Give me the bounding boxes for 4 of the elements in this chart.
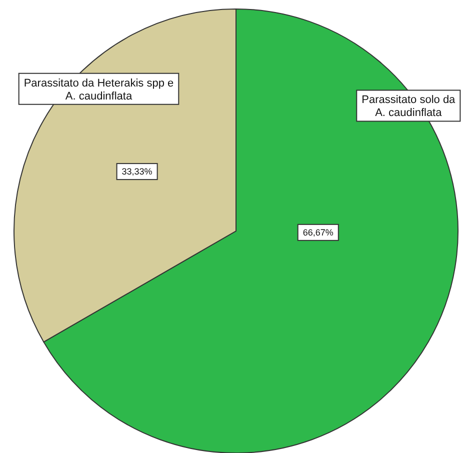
slice-label: Parassitato solo da A. caudinflata <box>362 94 456 120</box>
slice-label: Parassitato da Heterakis spp e A. caudinflata <box>24 77 174 102</box>
data-label: 33,33% <box>122 166 152 177</box>
data-label: 66,67% <box>302 227 334 238</box>
